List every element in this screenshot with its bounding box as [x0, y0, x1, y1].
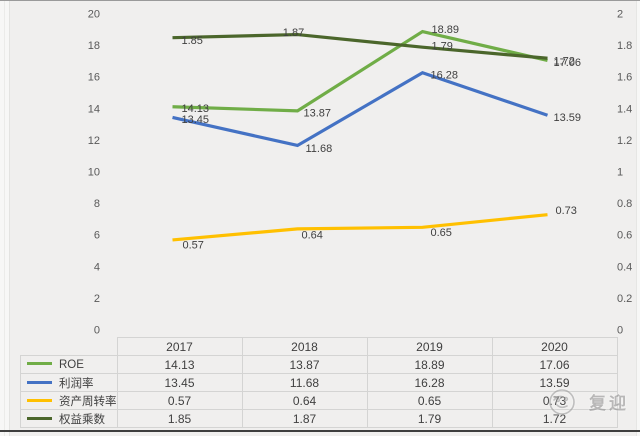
right-axis-tick: 2 — [617, 9, 623, 21]
table-value-cell: 0.64 — [241, 391, 368, 410]
table-row: 资产周转率 0.57 0.64 0.65 0.73 — [20, 391, 618, 410]
table-value-cell: 1.72 — [491, 409, 618, 428]
left-axis-tick: 0 — [94, 325, 100, 337]
table-row: 权益乘数 1.85 1.87 1.79 1.72 — [20, 409, 618, 428]
data-label: 1.85 — [182, 35, 203, 47]
left-axis-tick: 14 — [88, 103, 100, 115]
data-label: 13.87 — [304, 107, 332, 119]
right-axis-tick: 1.8 — [617, 40, 632, 52]
table-value-cell: 11.68 — [241, 373, 368, 392]
data-label: 13.45 — [182, 114, 210, 126]
right-axis-tick: 0.6 — [617, 230, 632, 242]
top-border-line — [0, 0, 640, 1]
left-axis-tick: 20 — [88, 9, 100, 21]
left-axis-tick: 2 — [94, 293, 100, 305]
right-axis-tick: 1 — [617, 167, 623, 179]
legend-item: 利润率 — [20, 373, 118, 392]
table-value-cell: 16.28 — [366, 373, 493, 392]
data-label: 18.89 — [432, 24, 460, 36]
data-label: 1.79 — [432, 41, 453, 53]
legend-label: 利润率 — [59, 377, 94, 390]
left-axis-tick: 12 — [88, 135, 100, 147]
right-axis-tick: 1.2 — [617, 135, 632, 147]
legend-label: 权益乘数 — [59, 413, 105, 426]
series-line-3 — [172, 213, 548, 242]
data-label: 11.68 — [306, 143, 333, 155]
data-label: 1.72 — [554, 56, 575, 68]
table-value-cell: 17.06 — [491, 355, 618, 374]
data-label: 0.57 — [183, 239, 204, 251]
data-label: 0.73 — [556, 205, 577, 217]
table-year-header: 2020 — [491, 337, 618, 356]
legend-label: ROE — [59, 358, 84, 371]
legend-item: 权益乘数 — [20, 409, 118, 428]
right-axis-tick: 0.8 — [617, 198, 632, 210]
table-year-header: 2019 — [366, 337, 493, 356]
right-axis-tick: 0.2 — [617, 293, 632, 305]
table-value-cell: 1.79 — [366, 409, 493, 428]
data-label: 1.87 — [283, 27, 304, 39]
left-axis-tick: 8 — [94, 198, 100, 210]
table-year-header: 2017 — [116, 337, 243, 356]
table-value-cell: 1.85 — [116, 409, 243, 428]
table-value-cell: 13.45 — [116, 373, 243, 392]
data-label: 14.13 — [182, 103, 210, 115]
series-line-4 — [172, 32, 548, 60]
chart-data-table: 2017 2018 2019 2020 ROE 14.13 13.87 18.89 17.06 利… — [20, 337, 618, 428]
left-axis-tick: 10 — [88, 167, 100, 179]
table-year-header: 2018 — [241, 337, 368, 356]
legend-item: 资产周转率 — [20, 391, 118, 410]
left-axis-tick: 18 — [88, 40, 100, 52]
data-label: 0.64 — [302, 229, 323, 241]
series-line-2 — [172, 71, 549, 148]
data-label: 17.06 — [554, 57, 582, 69]
table-value-cell: 13.59 — [491, 373, 618, 392]
table-value-cell: 0.65 — [366, 391, 493, 410]
data-label: 0.65 — [431, 227, 452, 239]
legend-swatch-icon — [27, 416, 52, 420]
table-row: ROE 14.13 13.87 18.89 17.06 — [20, 355, 618, 374]
left-axis-tick: 16 — [88, 72, 100, 84]
table-value-cell: 18.89 — [366, 355, 493, 374]
legend-item: ROE — [20, 355, 118, 374]
data-label: 16.28 — [431, 69, 459, 81]
left-axis-tick: 6 — [94, 230, 100, 242]
legend-swatch-icon — [27, 361, 52, 365]
legend-swatch-icon — [27, 380, 52, 384]
table-ghost-cell — [21, 338, 118, 356]
legend-label: 资产周转率 — [59, 395, 117, 408]
series-line-1 — [172, 29, 548, 113]
legend-swatch-icon — [27, 398, 52, 402]
left-margin-strip — [0, 0, 10, 436]
table-value-cell: 14.13 — [116, 355, 243, 374]
right-axis-tick: 1.4 — [617, 103, 632, 115]
right-margin-strip — [636, 0, 640, 436]
table-row: 利润率 13.45 11.68 16.28 13.59 — [20, 373, 618, 392]
right-axis-tick: 0 — [617, 325, 623, 337]
data-table: 2017 2018 2019 2020 ROE 14.13 13.87 18.89 17.06 利… — [20, 337, 618, 428]
table-value-cell: 0.73 — [491, 391, 618, 410]
bottom-border-line — [0, 430, 640, 432]
table-value-cell: 1.87 — [241, 409, 368, 428]
right-axis-tick: 0.4 — [617, 261, 632, 273]
right-axis-tick: 1.6 — [617, 72, 632, 84]
table-header-row: 2017 2018 2019 2020 — [21, 337, 618, 356]
data-label: 13.59 — [554, 112, 582, 124]
left-axis-tick: 4 — [94, 261, 100, 273]
table-value-cell: 0.57 — [116, 391, 243, 410]
table-value-cell: 13.87 — [241, 355, 368, 374]
